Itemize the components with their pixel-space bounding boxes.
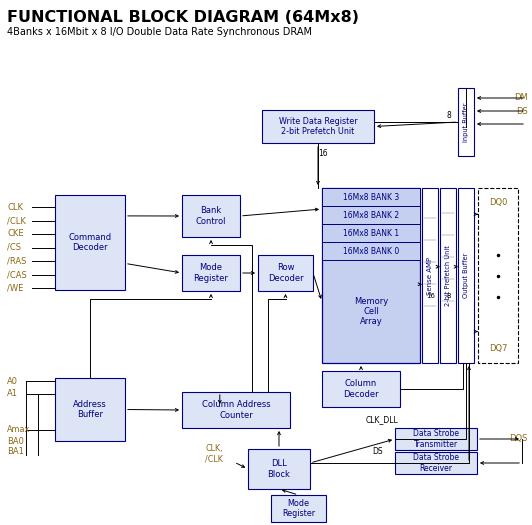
- Text: Data Strobe
Transmitter: Data Strobe Transmitter: [413, 429, 459, 449]
- Text: DS: DS: [516, 107, 528, 116]
- Bar: [395, 452, 477, 474]
- Text: 16Mx8 BANK 1: 16Mx8 BANK 1: [343, 228, 399, 237]
- Text: Command
Decoder: Command Decoder: [69, 233, 112, 252]
- Text: CLK,
/CLK: CLK, /CLK: [205, 444, 223, 464]
- Bar: [182, 392, 290, 428]
- Text: Memory
Cell
Array: Memory Cell Array: [354, 297, 388, 327]
- Text: 16Mx8 BANK 2: 16Mx8 BANK 2: [343, 211, 399, 219]
- Bar: [182, 255, 240, 291]
- Bar: [440, 188, 456, 363]
- Text: Sense AMP: Sense AMP: [427, 256, 433, 295]
- Text: BA0: BA0: [7, 436, 24, 446]
- Text: 16: 16: [318, 149, 328, 158]
- Bar: [322, 188, 420, 206]
- Text: BA1: BA1: [7, 447, 24, 457]
- Text: DLL
Block: DLL Block: [268, 459, 290, 479]
- Text: 8: 8: [447, 293, 451, 299]
- Bar: [271, 495, 326, 522]
- Text: CLK_DLL: CLK_DLL: [365, 415, 398, 425]
- Text: DS: DS: [373, 446, 384, 456]
- Text: CKE: CKE: [7, 229, 23, 238]
- Text: Input Buffer: Input Buffer: [463, 102, 469, 142]
- Text: CLK: CLK: [7, 203, 23, 212]
- Text: /WE: /WE: [7, 284, 23, 292]
- Text: Output Buffer: Output Buffer: [463, 253, 469, 298]
- Text: A1: A1: [7, 390, 18, 398]
- Text: Amax: Amax: [7, 425, 30, 435]
- Text: DM: DM: [514, 93, 528, 102]
- Text: 8: 8: [447, 110, 451, 120]
- Text: Row
Decoder: Row Decoder: [268, 264, 303, 282]
- Bar: [458, 88, 474, 156]
- Bar: [422, 188, 438, 363]
- Bar: [258, 255, 313, 291]
- Bar: [262, 110, 374, 143]
- Bar: [322, 242, 420, 260]
- Bar: [182, 195, 240, 237]
- Bar: [248, 449, 310, 489]
- Text: DQ0: DQ0: [489, 197, 507, 206]
- Text: Write Data Register
2-bit Prefetch Unit: Write Data Register 2-bit Prefetch Unit: [279, 117, 358, 136]
- Text: /CAS: /CAS: [7, 270, 27, 279]
- Bar: [55, 195, 125, 290]
- Text: /CS: /CS: [7, 243, 21, 252]
- Text: Data Strobe
Receiver: Data Strobe Receiver: [413, 453, 459, 472]
- Text: 16Mx8 BANK 3: 16Mx8 BANK 3: [343, 193, 399, 202]
- Bar: [458, 188, 474, 363]
- Text: /CLK: /CLK: [7, 216, 26, 225]
- Bar: [322, 371, 400, 407]
- Text: A0: A0: [7, 376, 18, 385]
- Text: Mode
Register: Mode Register: [282, 499, 315, 518]
- Bar: [322, 206, 420, 224]
- Text: 16: 16: [427, 293, 436, 299]
- Bar: [395, 428, 477, 450]
- Text: DQ7: DQ7: [489, 344, 507, 353]
- Bar: [322, 224, 420, 242]
- Bar: [322, 188, 420, 363]
- Text: Bank
Control: Bank Control: [196, 206, 226, 226]
- Text: Column Address
Counter: Column Address Counter: [202, 400, 270, 419]
- Text: FUNCTIONAL BLOCK DIAGRAM (64Mx8): FUNCTIONAL BLOCK DIAGRAM (64Mx8): [7, 10, 359, 25]
- Text: Address
Buffer: Address Buffer: [73, 400, 107, 419]
- Text: Mode
Register: Mode Register: [194, 264, 228, 282]
- Text: 16Mx8 BANK 0: 16Mx8 BANK 0: [343, 247, 399, 256]
- Text: 2-bit Prefetch Unit: 2-bit Prefetch Unit: [445, 245, 451, 306]
- Text: DQS: DQS: [510, 435, 528, 444]
- Text: /RAS: /RAS: [7, 257, 27, 266]
- Bar: [55, 378, 125, 441]
- Text: Column
Decoder: Column Decoder: [343, 379, 379, 398]
- Text: 4Banks x 16Mbit x 8 I/O Double Data Rate Synchronous DRAM: 4Banks x 16Mbit x 8 I/O Double Data Rate…: [7, 27, 312, 37]
- Bar: [478, 188, 518, 363]
